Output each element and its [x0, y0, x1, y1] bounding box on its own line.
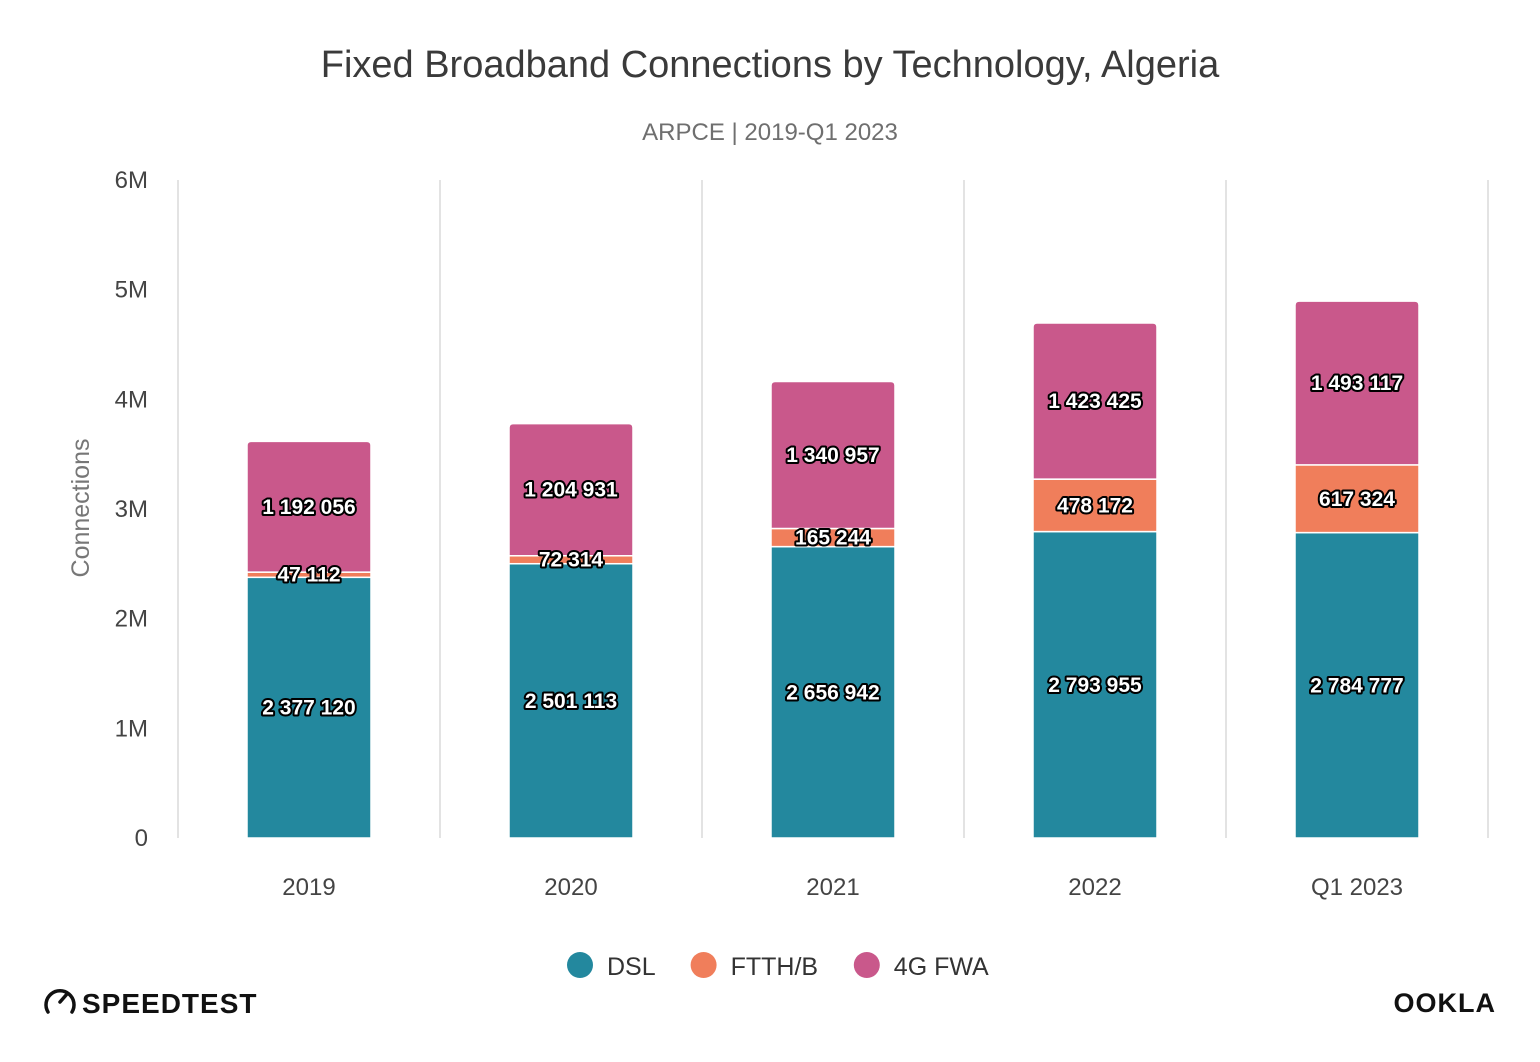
x-tick-label: 2019 [282, 874, 335, 901]
bar-dsl [1294, 531, 1420, 839]
legend-item: DSL [567, 952, 656, 981]
y-tick-label: 0 [135, 825, 148, 852]
data-label: 1 192 056 [262, 496, 355, 519]
data-label: 165 244 [795, 527, 871, 550]
legend-item: 4G FWA [853, 952, 989, 981]
data-labels: 2 377 120 47 112 1 192 056 2 501 113 72 314 1… [260, 370, 1405, 722]
legend-label: DSL [607, 953, 656, 981]
bar-dsl [246, 576, 372, 839]
data-label: 1 493 117 [1311, 372, 1403, 395]
y-tick-label: 4M [115, 386, 148, 413]
bar-4g-fwa [246, 440, 372, 573]
data-label: 72 314 [539, 549, 604, 572]
legend-swatch [690, 952, 717, 978]
y-tick-label: 1M [115, 715, 148, 742]
data-label: 1 204 931 [524, 479, 618, 502]
legend-swatch [853, 952, 880, 978]
legend-item: FTTH/B [690, 952, 819, 981]
legend: DSL FTTH/B 4G FWA [567, 952, 989, 981]
data-label: 2 377 120 [262, 697, 355, 720]
y-tick-label: 6M [115, 167, 148, 194]
x-tick-label: 2022 [1068, 874, 1121, 901]
data-label: 2 793 955 [1048, 674, 1142, 697]
speedtest-logo: SPEEDTEST [44, 988, 257, 1019]
legend-swatch [567, 952, 593, 978]
chart-subtitle: ARPCE | 2019-Q1 2023 [642, 119, 898, 146]
bar-4g-fwa [508, 422, 634, 557]
grid-lines [177, 180, 1489, 838]
data-label: 1 423 425 [1048, 390, 1142, 413]
data-label: 478 172 [1057, 494, 1133, 517]
x-tick-label: Q1 2023 [1311, 874, 1403, 901]
y-tick-label: 5M [115, 277, 148, 304]
data-label: 47 112 [277, 564, 340, 587]
y-tick-label: 3M [115, 496, 148, 523]
bar-dsl [508, 562, 634, 839]
x-tick-label: 2021 [806, 874, 859, 901]
bar-4g-fwa [1294, 300, 1420, 466]
bar-ftth-b [1294, 464, 1420, 534]
y-axis-ticks: 0 1M 2M 3M 4M 5M 6M [115, 167, 148, 852]
legend-label: FTTH/B [731, 953, 819, 981]
bar-ftth-b [1032, 478, 1158, 533]
data-label: 1 340 957 [786, 444, 879, 467]
data-label: 2 501 113 [525, 690, 617, 713]
data-label: 617 324 [1319, 488, 1395, 511]
bar-dsl [770, 545, 896, 839]
bars [246, 300, 1420, 839]
data-label: 2 784 777 [1310, 674, 1403, 697]
y-axis-label: Connections [67, 439, 95, 578]
y-tick-label: 2M [115, 606, 148, 633]
data-label: 2 656 942 [786, 681, 879, 704]
bar-4g-fwa [770, 380, 896, 530]
x-tick-label: 2020 [544, 874, 597, 901]
ookla-wordmark: OOKLA [1394, 988, 1497, 1018]
speedtest-wordmark: SPEEDTEST [82, 988, 257, 1019]
chart-title: Fixed Broadband Connections by Technolog… [321, 44, 1220, 86]
bar-dsl [1032, 530, 1158, 839]
speedometer-icon [44, 989, 76, 1014]
legend-label: 4G FWA [894, 953, 989, 981]
x-axis-ticks: 2019 2020 2021 2022 Q1 2023 [282, 874, 1403, 901]
bar-4g-fwa [1032, 322, 1158, 480]
